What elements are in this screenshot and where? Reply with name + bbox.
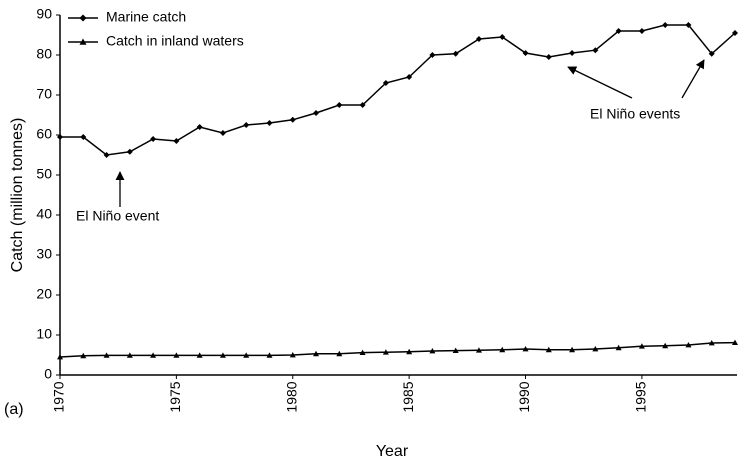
legend-label: Marine catch bbox=[106, 9, 186, 25]
data-point bbox=[732, 30, 738, 36]
data-point bbox=[150, 352, 157, 358]
data-point bbox=[266, 352, 273, 358]
legend-marker bbox=[79, 14, 87, 22]
data-point bbox=[80, 352, 87, 359]
data-point bbox=[173, 352, 180, 358]
data-point bbox=[103, 352, 110, 358]
annotation: El Niño event bbox=[76, 208, 159, 224]
y-tick-label: 30 bbox=[36, 246, 52, 262]
y-tick-label: 80 bbox=[36, 46, 52, 62]
data-point bbox=[522, 50, 529, 56]
data-point bbox=[150, 136, 157, 142]
data-point bbox=[196, 124, 203, 130]
data-point bbox=[475, 347, 482, 353]
x-tick-label: 1990 bbox=[516, 381, 532, 412]
data-point bbox=[429, 52, 436, 58]
x-axis-label: Year bbox=[376, 443, 409, 460]
data-point bbox=[359, 102, 366, 108]
x-tick-label: 1995 bbox=[633, 381, 649, 412]
y-tick-label: 20 bbox=[36, 286, 52, 302]
series-line bbox=[59, 341, 736, 358]
data-point bbox=[522, 346, 529, 352]
data-point bbox=[103, 152, 110, 158]
data-point bbox=[243, 122, 250, 128]
data-point bbox=[592, 346, 599, 352]
data-point bbox=[638, 343, 645, 349]
y-axis-label: Catch (million tonnes) bbox=[9, 118, 26, 273]
x-tick-label: 1975 bbox=[167, 381, 183, 412]
data-point bbox=[313, 350, 320, 357]
data-point bbox=[708, 340, 715, 346]
data-point bbox=[592, 47, 599, 54]
y-tick-label: 60 bbox=[36, 126, 52, 142]
data-point bbox=[57, 134, 63, 140]
data-point bbox=[569, 50, 576, 56]
legend-label: Catch in inland waters bbox=[106, 33, 244, 49]
data-point bbox=[57, 354, 63, 360]
data-point bbox=[475, 36, 482, 42]
data-point bbox=[173, 138, 180, 144]
data-point bbox=[382, 80, 389, 86]
data-point bbox=[708, 50, 715, 57]
data-point bbox=[662, 22, 669, 28]
data-point bbox=[219, 130, 226, 136]
data-point bbox=[569, 346, 576, 353]
data-point bbox=[313, 110, 320, 116]
x-tick-label: 1980 bbox=[283, 381, 299, 412]
data-point bbox=[289, 116, 296, 123]
data-point bbox=[615, 344, 622, 351]
data-point bbox=[243, 352, 250, 358]
data-point bbox=[196, 352, 203, 358]
y-tick-label: 0 bbox=[44, 366, 52, 382]
data-point bbox=[499, 34, 506, 40]
data-point bbox=[662, 342, 669, 349]
x-tick-label: 1985 bbox=[400, 381, 416, 412]
data-point bbox=[615, 28, 622, 34]
annotation-arrow bbox=[567, 66, 633, 99]
data-point bbox=[359, 349, 366, 355]
annotation-arrow bbox=[681, 59, 705, 99]
legend-marker bbox=[79, 38, 87, 45]
data-point bbox=[685, 22, 692, 28]
data-point bbox=[336, 350, 343, 357]
y-tick-label: 70 bbox=[36, 86, 52, 102]
panel-label: (a) bbox=[4, 401, 24, 418]
y-tick-label: 50 bbox=[36, 166, 52, 182]
data-point bbox=[685, 342, 692, 348]
series-line bbox=[60, 24, 736, 156]
annotation: El Niño events bbox=[590, 106, 680, 122]
data-point bbox=[545, 54, 552, 60]
data-point bbox=[452, 347, 459, 353]
data-point bbox=[126, 148, 133, 155]
x-tick-label: 1970 bbox=[51, 381, 67, 412]
data-point bbox=[499, 346, 506, 353]
data-point bbox=[545, 346, 552, 353]
y-tick-label: 90 bbox=[36, 6, 52, 22]
data-point bbox=[336, 102, 343, 108]
data-point bbox=[638, 28, 645, 34]
data-point bbox=[126, 352, 133, 358]
data-point bbox=[289, 352, 296, 358]
data-point bbox=[80, 134, 87, 140]
data-point bbox=[732, 339, 738, 345]
data-point bbox=[406, 74, 413, 80]
y-tick-label: 10 bbox=[36, 326, 52, 342]
data-point bbox=[452, 50, 459, 57]
data-point bbox=[219, 352, 226, 358]
data-point bbox=[406, 348, 413, 355]
data-point bbox=[266, 120, 273, 126]
data-point bbox=[382, 349, 389, 355]
data-point bbox=[429, 348, 436, 354]
y-tick-label: 40 bbox=[36, 206, 52, 222]
